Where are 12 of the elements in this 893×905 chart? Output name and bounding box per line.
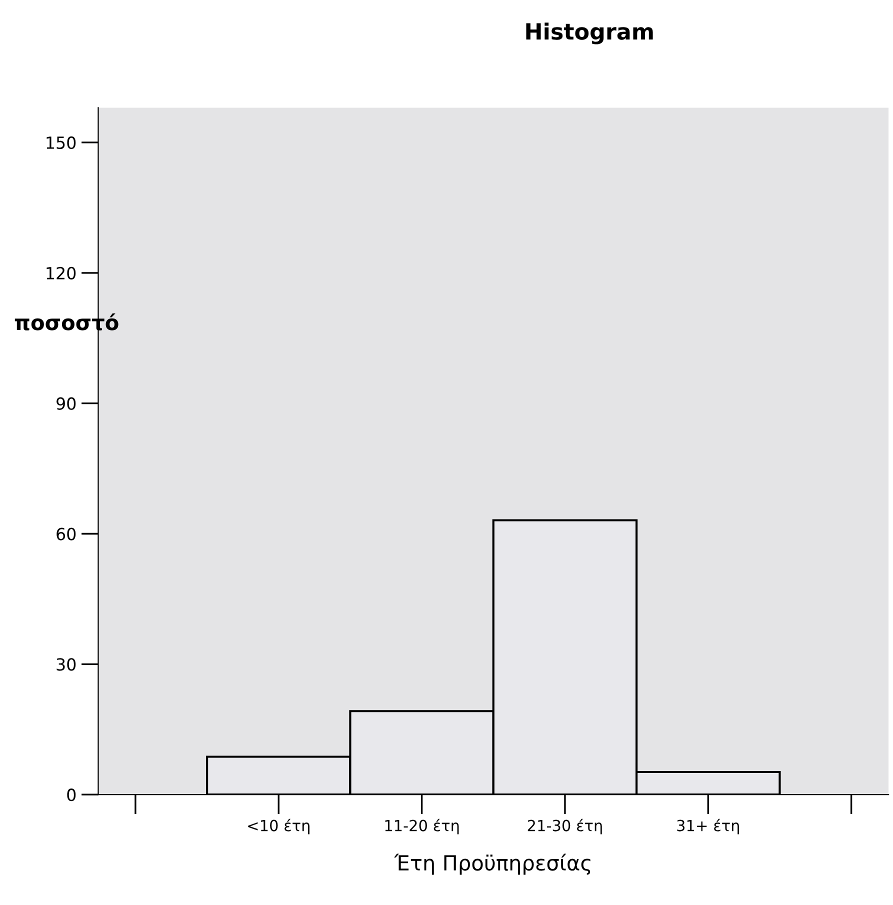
chart-title: Histogram bbox=[526, 22, 653, 44]
y-tick-label: 30 bbox=[56, 658, 76, 671]
x-tick-label: <10 έτη bbox=[248, 818, 310, 834]
x-tick-label: 31+ έτη bbox=[677, 818, 739, 834]
y-tick-label: 120 bbox=[46, 266, 76, 280]
x-axis-title: Έτη Προϋπηρεσίας bbox=[394, 854, 590, 875]
y-tick-label: 60 bbox=[56, 528, 76, 540]
y-tick-label: 150 bbox=[46, 136, 76, 150]
y-tick-label: 90 bbox=[56, 397, 76, 410]
x-tick-label: 11-20 έτη bbox=[385, 818, 459, 834]
x-tick-label: 21-30 έτη bbox=[528, 818, 602, 834]
y-tick-label: 0 bbox=[67, 788, 76, 802]
